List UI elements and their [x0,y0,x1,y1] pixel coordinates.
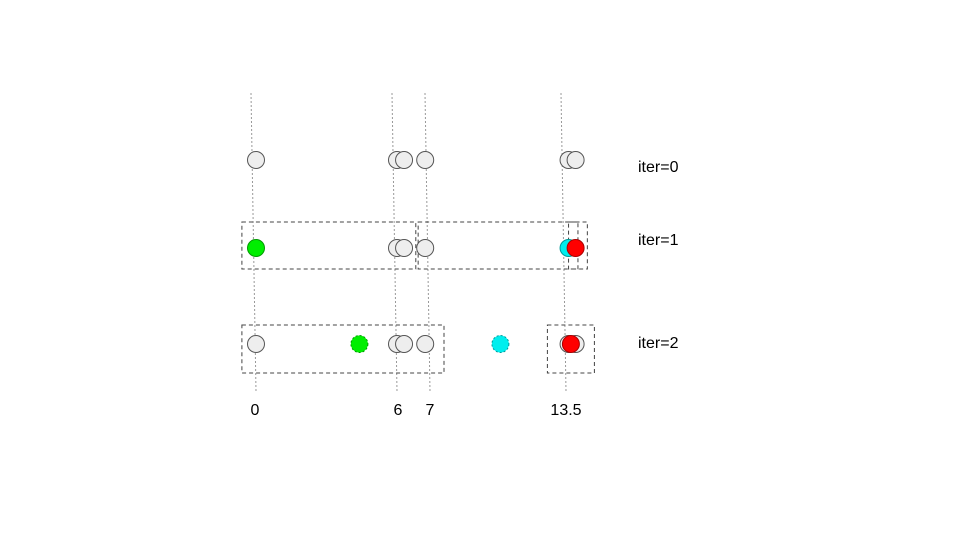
data-point [247,151,265,169]
centroid-green [247,239,265,257]
data-point [395,239,414,257]
data-point [395,151,414,169]
data-point [247,335,265,353]
cluster-box [417,221,579,270]
cluster-box [241,221,417,270]
cluster-box [546,324,595,374]
data-point [416,239,435,257]
centroid-cyan [491,335,510,353]
cluster-box [241,324,445,374]
tick-label-13-5: 13.5 [550,402,581,419]
tick-label-7: 7 [426,402,435,419]
centroid-green [350,335,369,353]
row-label-iter-0: iter=0 [638,159,679,176]
data-point [395,335,414,353]
row-label-iter-1: iter=1 [638,232,679,249]
tick-label-0: 0 [251,402,260,419]
data-points [247,151,585,353]
data-point [566,151,585,169]
data-point [416,151,435,169]
data-point [416,335,435,353]
tick-label-6: 6 [394,402,403,419]
centroid-red [561,335,580,353]
row-label-iter-2: iter=2 [638,335,679,352]
centroid-red [566,239,585,257]
